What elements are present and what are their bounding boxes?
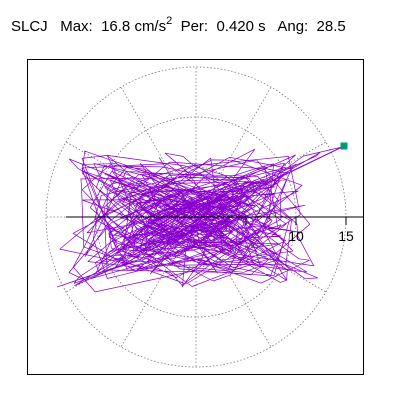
tick-labels: 10 15 xyxy=(288,228,354,244)
max-unit: cm/s xyxy=(134,18,167,35)
angle-label: Ang: xyxy=(277,18,309,35)
peak-marker xyxy=(340,142,348,150)
trace-line xyxy=(56,146,343,293)
grid-spoke-240 xyxy=(120,260,172,348)
max-unit-exponent: 2 xyxy=(166,15,173,27)
particle-motion-trace xyxy=(56,142,348,293)
polar-particle-motion-plot: 10 15 xyxy=(45,66,363,368)
x-tick-label-10: 10 xyxy=(288,228,304,244)
grid-spoke-300 xyxy=(220,260,272,348)
chart-header: SLCJ Max: 16.8 cm/s2 Per: 0.420 s Ang: 2… xyxy=(0,0,400,50)
station-code: SLCJ xyxy=(11,18,48,35)
x-axis xyxy=(66,216,363,225)
peak-direction-line xyxy=(195,145,345,218)
period-label: Per: xyxy=(180,18,209,35)
max-label: Max: xyxy=(60,18,93,35)
period-unit: s xyxy=(258,18,266,35)
max-value: 16.8 xyxy=(101,18,131,35)
x-tick-label-15: 15 xyxy=(338,228,354,244)
grid-spoke-60 xyxy=(220,86,272,174)
grid-spoke-330 xyxy=(239,241,327,293)
period-value: 0.420 xyxy=(216,18,254,35)
plot-frame: 10 15 xyxy=(27,59,364,375)
grid-spoke-120 xyxy=(120,86,172,174)
angle-value: 28.5 xyxy=(316,18,346,35)
chart-title: SLCJ Max: 16.8 cm/s2 Per: 0.420 s Ang: 2… xyxy=(11,16,346,35)
